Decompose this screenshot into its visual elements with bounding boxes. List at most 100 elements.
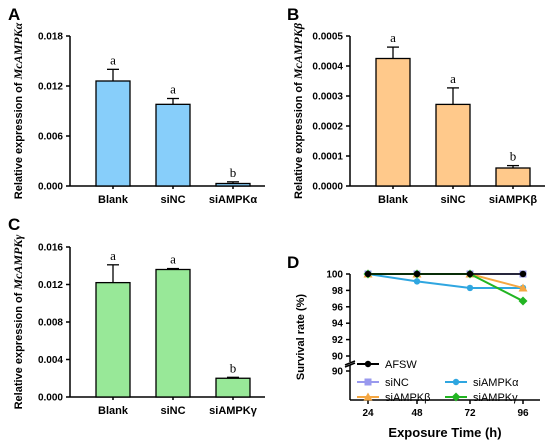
significance-letter: a (390, 30, 396, 45)
y-tick-label: 0.0001 (312, 152, 343, 163)
significance-letter: a (450, 71, 456, 86)
y-axis-label-prefix: Relative expression of (13, 290, 25, 410)
bar-siNC (155, 103, 191, 187)
legend-label: siAMPKβ (385, 392, 430, 404)
y-tick-label: 0.012 (38, 82, 63, 93)
legend: AFSW siNC siAMPKα siAMPKβ siAMPKγ (357, 359, 519, 404)
bar-siNC (155, 268, 191, 398)
y-tick-label: 0.008 (38, 318, 63, 329)
data-point (413, 278, 421, 285)
y-axis-label-gene: McAMPKβ (291, 22, 305, 80)
x-tick-label: 24 (362, 408, 374, 419)
y-tick-label: 0.0004 (312, 62, 343, 73)
panel-C: C 0.000 0.004 0.008 0.012 0.016 Relative expre… (8, 215, 265, 417)
data-point (413, 270, 421, 278)
y-tick-label: 98 (332, 286, 344, 297)
data-point (364, 270, 372, 278)
bar-Blank (375, 57, 411, 187)
bar-Blank (95, 281, 131, 398)
legend-label: siAMPKγ (473, 392, 518, 404)
panel-B: B 0.0000 0.0001 0.0002 0.0003 0.0004 0.0005 Rel… (287, 5, 545, 206)
panel-label-D: D (287, 253, 299, 272)
significance-letter: b (510, 149, 517, 164)
y-axis-label-prefix: Relative expression of (293, 79, 305, 199)
data-point (519, 270, 527, 278)
y-tick-label: 0.0000 (312, 182, 343, 193)
y-tick-label: 0.016 (38, 243, 63, 254)
data-point (518, 283, 528, 292)
legend-label: AFSW (385, 359, 417, 371)
legend-marker (452, 378, 460, 386)
y-tick-label: 0.004 (38, 355, 63, 366)
bar-siAMPKγ (215, 377, 251, 398)
significance-letter: b (230, 360, 237, 375)
data-point (518, 296, 528, 306)
legend-label: siNC (385, 377, 409, 389)
y-tick-label: 0.0003 (312, 92, 343, 103)
axis-break-mark (344, 362, 356, 368)
x-axis-label: Exposure Time (h) (388, 425, 501, 440)
legend-marker (364, 360, 372, 368)
y-tick-label: 0.000 (38, 182, 63, 193)
category-label: siNC (160, 194, 185, 206)
legend-item-siAMPKγ: siAMPKγ (445, 392, 518, 404)
axis-break-mark (344, 360, 356, 366)
data-point (466, 284, 474, 292)
y-tick-label: 0.012 (38, 280, 63, 291)
y-axis-label: Relative expression of McAMPKα (11, 22, 25, 199)
y-tick-label-lower: 90 (332, 367, 344, 378)
y-tick-label: 0.018 (38, 32, 63, 43)
legend-item-AFSW: AFSW (357, 359, 417, 371)
y-tick-label: 100 (326, 270, 343, 281)
y-tick-label: 90 (332, 352, 344, 363)
data-point (466, 270, 474, 278)
panel-label-C: C (8, 215, 20, 234)
category-label: siAMPKγ (209, 405, 258, 417)
y-tick-label: 0.006 (38, 132, 63, 143)
legend-label: siAMPKα (473, 377, 519, 389)
significance-letter: a (170, 82, 176, 97)
category-label: Blank (378, 194, 409, 206)
category-label: siNC (160, 405, 185, 417)
legend-marker (363, 392, 373, 401)
bar-Blank (95, 80, 131, 187)
y-axis-label-prefix: Relative expression of (13, 79, 25, 199)
y-tick-label: 92 (332, 335, 344, 346)
x-tick-label: 96 (517, 408, 529, 419)
bar-siAMPKβ (495, 167, 531, 187)
y-axis-label: Relative expression of McAMPKγ (11, 235, 25, 410)
significance-letter: a (170, 252, 176, 267)
panel-A: A 0.000 0.006 0.012 0.018 Relative expression… (8, 5, 265, 206)
series-AFSW (364, 270, 527, 278)
category-label: siAMPKβ (489, 194, 538, 206)
y-tick-label: 0.0005 (312, 32, 343, 43)
category-label: siAMPKα (209, 194, 258, 206)
legend-marker (451, 392, 461, 402)
x-tick-label: 72 (464, 408, 476, 419)
legend-item-siAMPKβ: siAMPKβ (357, 392, 430, 404)
significance-letter: b (230, 165, 237, 180)
significance-letter: a (110, 248, 116, 263)
y-tick-label: 0.0002 (312, 122, 343, 133)
y-tick-label: 0.000 (38, 393, 63, 404)
panel-D: D 90 92 94 96 98 100 90 24 48 72 96 Survival rate (%… (287, 253, 540, 440)
y-axis-label: Relative expression of McAMPKβ (291, 22, 305, 199)
legend-item-siAMPKα: siAMPKα (445, 377, 519, 389)
panel-label-A: A (8, 5, 20, 24)
y-tick-label: 94 (332, 319, 344, 330)
significance-letter: a (110, 52, 116, 67)
category-label: Blank (98, 405, 129, 417)
bar-siAMPKα (215, 182, 251, 187)
y-axis-label-gene: McAMPKγ (11, 235, 25, 291)
panel-label-B: B (287, 5, 299, 24)
category-label: Blank (98, 194, 129, 206)
y-tick-label: 96 (332, 302, 344, 313)
y-axis-label-gene: McAMPKα (11, 22, 25, 80)
y-axis-label: Survival rate (%) (295, 294, 307, 381)
legend-item-siNC: siNC (357, 377, 409, 389)
legend-marker (364, 378, 372, 386)
category-label: siNC (440, 194, 465, 206)
bar-siNC (435, 103, 471, 187)
x-tick-label: 48 (411, 408, 423, 419)
